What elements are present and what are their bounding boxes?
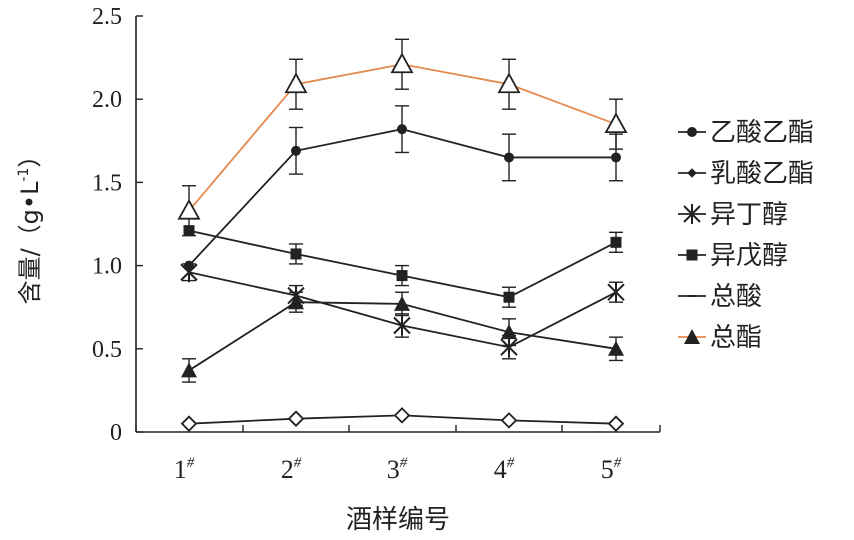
- y-tick-label: 1.5: [92, 170, 122, 196]
- x-tick-label: 3#: [387, 455, 408, 484]
- legend-item: 异戊醇: [678, 241, 788, 271]
- x-tick-label-superscript: #: [400, 455, 408, 471]
- x-tick-label-number: 3: [387, 455, 400, 484]
- data-point: [287, 410, 305, 427]
- legend-label: 乙酸乙酯: [710, 118, 814, 148]
- legend-label: 总酯: [710, 323, 762, 353]
- x-tick-label-number: 5: [601, 455, 614, 484]
- data-point: [608, 340, 624, 356]
- legend-marker: [684, 329, 700, 344]
- data-point: [611, 152, 621, 163]
- y-tick-label: 0: [110, 420, 122, 446]
- legend-marker: [687, 168, 697, 178]
- legend-label: 异戊醇: [710, 241, 788, 271]
- series-2: [180, 407, 625, 432]
- x-tick-label: 5#: [601, 455, 622, 484]
- data-point: [607, 415, 625, 432]
- data-point: [503, 291, 515, 303]
- y-axis-title-text: 含量/（g•L-1）: [16, 144, 44, 305]
- series-5: [181, 291, 624, 383]
- y-axis-title-suffix: ）: [16, 144, 44, 168]
- legend-label: 异丁醇: [710, 200, 788, 230]
- x-axis-title: 酒样编号: [346, 505, 450, 535]
- data-point: [604, 112, 628, 134]
- x-tick-label: 2#: [281, 455, 302, 484]
- data-point: [394, 295, 410, 311]
- data-point: [290, 248, 302, 260]
- series-1: [184, 105, 623, 271]
- data-point: [396, 270, 408, 282]
- data-point: [501, 324, 517, 340]
- data-point: [607, 282, 625, 303]
- data-point: [393, 407, 411, 424]
- x-tick-label-number: 1: [174, 455, 187, 484]
- data-point: [390, 52, 414, 74]
- legend-marker: [686, 249, 698, 261]
- data-point: [504, 152, 514, 163]
- series-4: [183, 225, 623, 308]
- data-point: [500, 412, 518, 429]
- legend-item: 乳酸乙酯: [678, 159, 814, 189]
- x-tick-label-number: 2: [281, 455, 294, 484]
- data-point: [177, 198, 201, 220]
- y-tick-label: 2.5: [92, 4, 122, 30]
- data-point: [180, 262, 198, 283]
- x-tick-label: 1#: [174, 455, 195, 484]
- y-tick-label: 1.0: [92, 254, 122, 280]
- series-6: [177, 38, 628, 237]
- y-axis-title-sup: -1: [16, 168, 32, 182]
- y-tick-label: 0.5: [92, 337, 122, 363]
- data-point: [397, 124, 407, 135]
- y-axis-title: 含量/（g•L-1）: [16, 144, 44, 305]
- y-axis-title-prefix: 含量/（g•L: [16, 181, 44, 304]
- y-tick-label: 2.0: [92, 87, 122, 113]
- data-point: [288, 294, 304, 310]
- x-tick-label-superscript: #: [187, 455, 195, 471]
- data-point: [284, 72, 308, 94]
- series-layer: [177, 38, 628, 432]
- legend-marker: [683, 204, 701, 224]
- data-point: [610, 236, 622, 248]
- legend-marker: [687, 127, 697, 137]
- data-point: [181, 362, 197, 378]
- x-tick-label-number: 4: [494, 455, 507, 484]
- legend-item: 乙酸乙酯: [678, 118, 814, 148]
- legend-item: 总酸: [678, 282, 762, 312]
- x-tick-label-superscript: #: [614, 455, 622, 471]
- legend-label: 乳酸乙酯: [710, 159, 814, 189]
- data-point: [291, 145, 301, 156]
- legend-item: 异丁醇: [678, 200, 788, 230]
- legend-item: 总酯: [678, 323, 762, 353]
- x-tick-label: 4#: [494, 455, 515, 484]
- data-point: [180, 415, 198, 432]
- series-line: [188, 229, 617, 299]
- data-point: [497, 72, 521, 94]
- data-point: [393, 315, 411, 336]
- x-tick-label-superscript: #: [507, 455, 515, 471]
- legend-label: 总酸: [710, 282, 762, 312]
- x-tick-label-superscript: #: [294, 455, 302, 471]
